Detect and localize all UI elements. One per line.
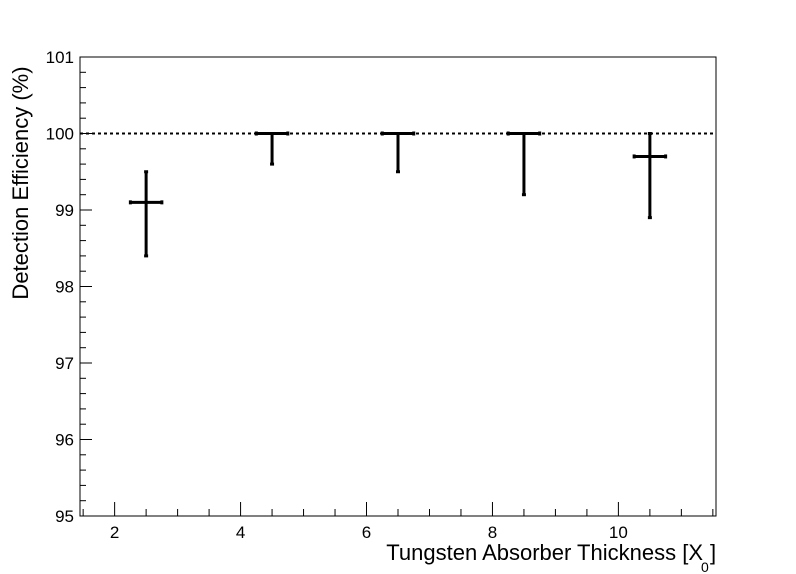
y-tick-label: 100 bbox=[46, 125, 74, 144]
y-tick-label: 97 bbox=[55, 354, 74, 373]
y-tick-label: 99 bbox=[55, 201, 74, 220]
x-axis-title: Tungsten Absorber Thickness [X bbox=[386, 540, 703, 565]
x-axis-title-close: ] bbox=[710, 540, 716, 565]
data-point bbox=[128, 170, 164, 258]
data-point bbox=[380, 131, 416, 174]
y-tick-label: 96 bbox=[55, 431, 74, 450]
data-points-layer bbox=[128, 131, 668, 258]
data-point bbox=[506, 131, 542, 197]
data-point bbox=[254, 131, 290, 166]
x-tick-label: 4 bbox=[236, 523, 245, 542]
tick-labels-layer: 95 96 97 98 99 100 101 2 4 6 8 10 bbox=[46, 48, 628, 542]
x-tick-label: 10 bbox=[609, 523, 628, 542]
x-tick-label: 8 bbox=[488, 523, 497, 542]
y-tick-label: 98 bbox=[55, 278, 74, 297]
x-tick-label: 6 bbox=[362, 523, 371, 542]
y-axis-title: Detection Efficiency (%) bbox=[8, 66, 33, 299]
x-axis-title-subscript: 0 bbox=[701, 559, 709, 574]
data-point bbox=[632, 132, 668, 220]
y-tick-label: 95 bbox=[55, 507, 74, 526]
y-tick-label: 101 bbox=[46, 48, 74, 67]
plot-frame bbox=[79, 56, 717, 517]
axes-layer bbox=[79, 56, 717, 517]
x-tick-label: 2 bbox=[110, 523, 119, 542]
